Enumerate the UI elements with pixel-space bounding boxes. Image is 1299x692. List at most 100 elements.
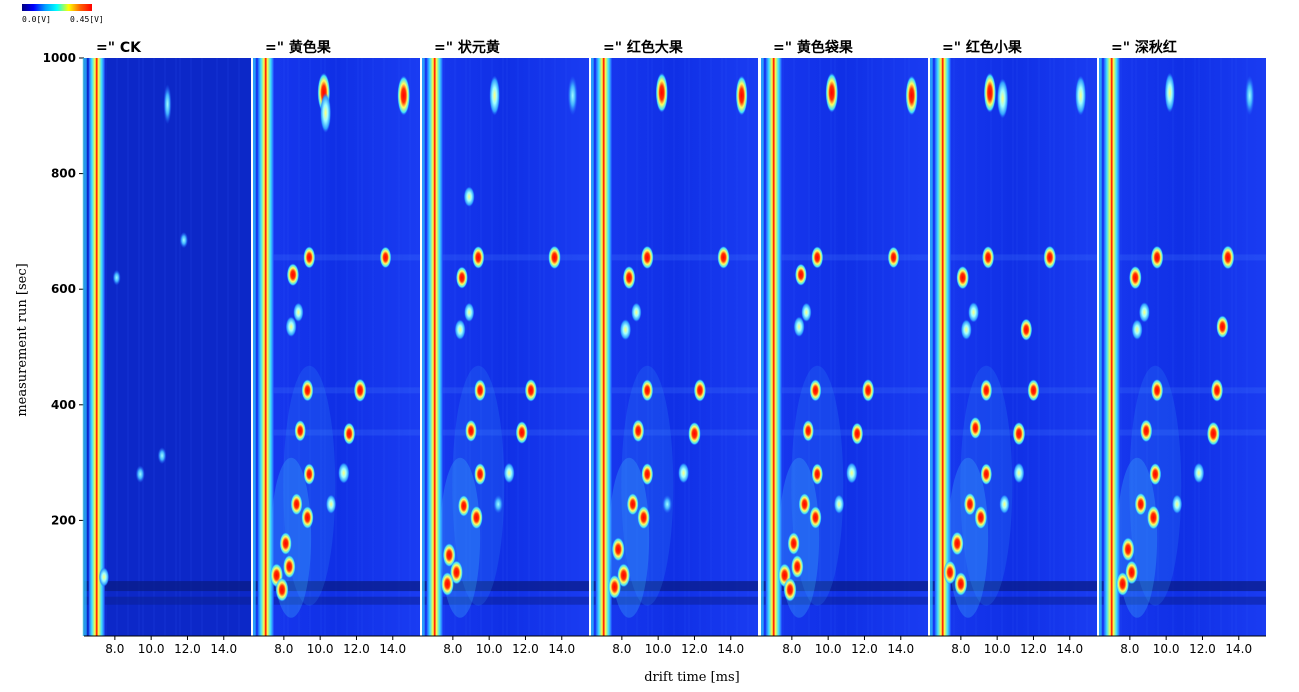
y-tick-label: 400: [51, 398, 76, 412]
signal-spot: [794, 263, 807, 286]
signal-spot: [640, 245, 654, 270]
signal-spot: [293, 302, 304, 322]
signal-spot: [846, 462, 858, 484]
signal-spot: [631, 302, 642, 322]
dark-band: [591, 581, 758, 592]
signal-spot: [980, 379, 993, 402]
panel-background: [422, 58, 589, 636]
signal-spot: [279, 532, 292, 555]
dark-band: [591, 596, 758, 605]
retention-band: [950, 254, 1097, 261]
rip-shoulder: [420, 58, 425, 636]
signal-spot: [1206, 421, 1220, 446]
signal-spot: [1150, 245, 1164, 270]
signal-spot: [802, 420, 814, 442]
signal-spot: [1221, 245, 1235, 270]
signal-spot: [463, 186, 475, 207]
signal-spot: [809, 379, 822, 402]
signal-spot: [1146, 505, 1160, 530]
y-tick-label: 200: [51, 513, 76, 527]
signal-spot: [974, 505, 988, 530]
dark-band: [84, 581, 251, 592]
signal-spot: [693, 378, 707, 402]
x-tick-label: 12.0: [851, 642, 878, 656]
signal-spot: [1193, 462, 1205, 484]
signal-spot: [861, 378, 875, 402]
reactant-ion-peak: [934, 58, 951, 636]
panel-background: [84, 58, 251, 636]
signal-spot: [999, 494, 1010, 514]
signal-spot: [294, 420, 306, 442]
x-tick-label: 12.0: [512, 642, 539, 656]
compound-cloud: [452, 365, 505, 606]
signal-spot: [969, 416, 982, 440]
reactant-ion-peak: [88, 58, 105, 636]
signal-spot: [619, 319, 632, 341]
dark-band: [253, 581, 420, 592]
dark-band: [761, 596, 928, 605]
signal-spot: [98, 567, 110, 587]
signal-spot: [1210, 378, 1224, 402]
signal-spot: [455, 266, 468, 289]
signal-spot: [397, 75, 410, 116]
dark-band: [930, 596, 1097, 605]
signal-spot: [833, 494, 845, 514]
dark-band: [1099, 596, 1266, 605]
signal-spot: [1140, 419, 1153, 443]
x-tick-label: 10.0: [645, 642, 672, 656]
colorbar-ramp: [22, 4, 92, 11]
signal-spot: [489, 75, 500, 116]
signal-spot: [1138, 302, 1150, 323]
signal-spot: [1075, 75, 1087, 116]
signal-spot: [442, 543, 456, 568]
x-tick-label: 8.0: [274, 642, 293, 656]
x-tick-label: 12.0: [174, 642, 201, 656]
signal-spot: [801, 302, 812, 322]
panel-1: =" CK 8.0 10.0 12.0 14.0: [82, 40, 251, 656]
signal-spot: [905, 75, 918, 116]
x-tick-label: 8.0: [951, 642, 970, 656]
signal-spot: [474, 463, 487, 486]
signal-spot: [1216, 315, 1229, 339]
signal-spot: [1121, 537, 1135, 562]
signal-spot: [567, 75, 578, 116]
panel-5: =" 黄色袋果 8.0 10.0 12.0 14.0: [759, 39, 928, 656]
signal-spot: [943, 560, 957, 585]
signal-spot: [1012, 422, 1026, 446]
signal-spot: [135, 465, 145, 483]
x-tick-label: 12.0: [1189, 642, 1216, 656]
retention-band: [781, 254, 928, 261]
signal-spot: [678, 462, 690, 484]
signal-spot: [954, 571, 968, 596]
signal-spot: [811, 246, 824, 269]
signal-spot: [285, 316, 297, 337]
signal-spot: [632, 419, 645, 443]
signal-spot: [980, 463, 993, 485]
signal-spot: [783, 577, 797, 602]
signal-spot: [1164, 72, 1175, 113]
x-tick-label: 10.0: [476, 642, 503, 656]
dark-band: [422, 596, 589, 605]
retention-band: [611, 254, 758, 261]
reactant-ion-peak: [426, 58, 443, 636]
signal-spot: [617, 563, 631, 588]
signal-spot: [887, 246, 900, 269]
signal-spot: [655, 72, 668, 113]
signal-spot: [1171, 494, 1183, 514]
signal-spot: [303, 463, 316, 485]
signal-spot: [611, 537, 625, 562]
signal-spot: [454, 319, 466, 340]
signal-spot: [1043, 245, 1057, 270]
y-tick-label: 1000: [43, 51, 76, 65]
signal-spot: [641, 379, 654, 402]
signal-spot: [811, 463, 824, 485]
signal-spot: [622, 265, 636, 290]
panel-title: =" 深秋红: [1111, 39, 1177, 56]
signal-spot: [1244, 75, 1255, 116]
signal-spot: [338, 462, 350, 484]
signal-spot: [343, 422, 356, 445]
signal-spot: [353, 378, 367, 403]
signal-spot: [983, 72, 997, 113]
signal-spot: [290, 493, 303, 516]
retention-band: [273, 254, 420, 261]
